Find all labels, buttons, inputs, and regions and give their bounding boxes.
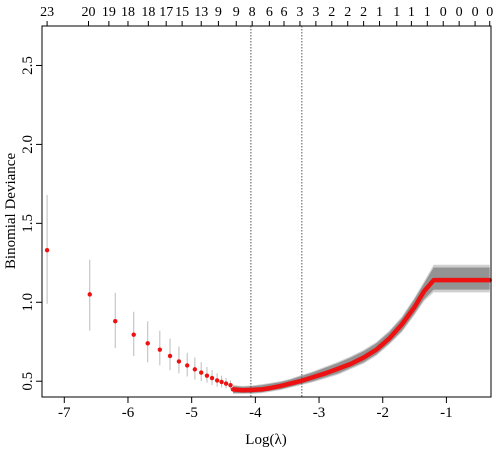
top-tick-label: 0 bbox=[472, 5, 479, 20]
y-tick-label: 1.0 bbox=[20, 293, 36, 312]
x-axis-ticks: -7 -6 -5 -4 -3 -2 -1 bbox=[58, 397, 453, 421]
x-tick-label: -2 bbox=[376, 405, 389, 421]
top-tick-label: 23 bbox=[40, 5, 54, 20]
x-tick-label: -5 bbox=[185, 405, 198, 421]
x-tick-label: -3 bbox=[313, 405, 326, 421]
x-tick-label: -7 bbox=[58, 405, 71, 421]
y-axis-ticks: 0.5 1.0 1.5 2.0 2.5 bbox=[20, 56, 42, 391]
top-tick-label: 15 bbox=[175, 5, 189, 20]
data-point bbox=[192, 367, 198, 372]
top-tick-label: 18 bbox=[141, 5, 155, 20]
top-tick-label: 2 bbox=[344, 5, 351, 20]
y-axis-label: Binomial Deviance bbox=[3, 153, 19, 270]
top-tick-label: 6 bbox=[266, 5, 273, 20]
data-point bbox=[87, 292, 92, 297]
x-axis-label: Log(λ) bbox=[245, 432, 286, 448]
top-tick-label: 18 bbox=[121, 5, 135, 20]
top-tick-label: 0 bbox=[486, 5, 493, 20]
data-point bbox=[209, 375, 215, 381]
x-tick-label: -4 bbox=[249, 405, 262, 421]
top-tick-label: 9 bbox=[215, 5, 222, 20]
data-point bbox=[223, 381, 229, 386]
data-point bbox=[204, 373, 210, 378]
plot-frame bbox=[41, 25, 492, 398]
data-point bbox=[145, 341, 150, 346]
top-tick-label: 1 bbox=[424, 5, 431, 20]
top-tick-label: 8 bbox=[249, 5, 256, 20]
top-tick-label: 17 bbox=[159, 5, 173, 20]
top-tick-label: 0 bbox=[440, 5, 447, 20]
top-tick-label: 2 bbox=[360, 5, 367, 20]
data-point bbox=[157, 347, 163, 352]
y-tick-label: 2.5 bbox=[20, 56, 36, 75]
top-tick-label: 2 bbox=[328, 5, 335, 20]
data-point bbox=[185, 363, 190, 368]
data-point bbox=[199, 370, 204, 375]
data-point bbox=[113, 319, 118, 324]
data-point bbox=[176, 359, 182, 364]
series-line bbox=[230, 277, 492, 393]
data-point bbox=[131, 332, 136, 337]
top-tick-label: 20 bbox=[81, 5, 95, 20]
y-tick-label: 2.0 bbox=[20, 135, 36, 154]
data-point bbox=[167, 353, 173, 359]
data-point bbox=[44, 247, 50, 253]
top-tick-label: 1 bbox=[408, 5, 415, 20]
top-tick-label: 3 bbox=[312, 5, 319, 20]
top-tick-label: 19 bbox=[102, 5, 116, 20]
x-tick-label: -1 bbox=[440, 405, 453, 421]
top-tick-label: 9 bbox=[233, 5, 240, 20]
data-point bbox=[214, 378, 220, 383]
point-layer bbox=[44, 247, 233, 388]
top-tick-label: 3 bbox=[296, 5, 303, 20]
y-tick-label: 1.5 bbox=[20, 214, 36, 233]
data-point bbox=[219, 379, 224, 385]
top-axis-labels: 23 20 19 18 18 17 15 13 9 9 8 6 6 3 3 2 2 2 1 1 1 1 0 0 0 0 bbox=[40, 5, 493, 26]
data-point bbox=[228, 382, 233, 388]
x-tick-label: -6 bbox=[122, 405, 135, 421]
vertical-line-layer bbox=[250, 26, 303, 397]
top-tick-label: 6 bbox=[281, 5, 288, 20]
curve-layer bbox=[230, 277, 492, 393]
top-tick-label: 1 bbox=[376, 5, 383, 20]
top-tick-label: 1 bbox=[393, 5, 400, 20]
y-tick-label: 0.5 bbox=[20, 372, 36, 391]
top-tick-label: 0 bbox=[456, 5, 463, 20]
top-tick-label: 13 bbox=[194, 5, 208, 20]
